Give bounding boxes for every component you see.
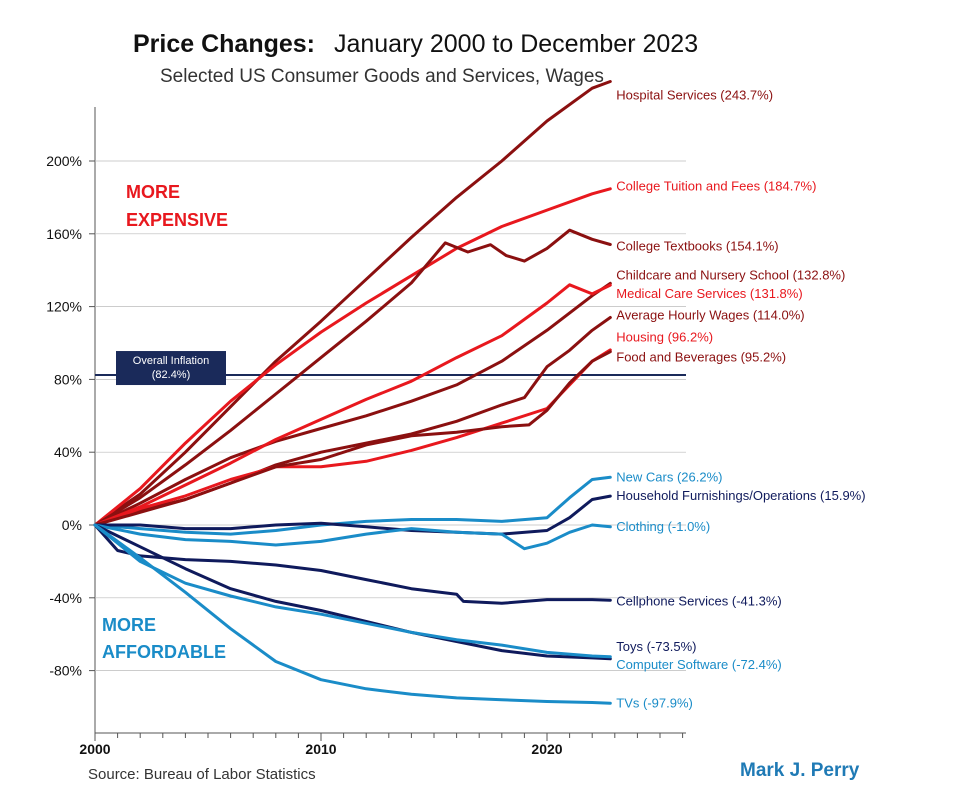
y-tick-label: -80% bbox=[49, 663, 82, 679]
series-line-13 bbox=[93, 523, 612, 659]
series-line-0 bbox=[93, 80, 612, 527]
y-tick-label: 160% bbox=[46, 226, 82, 242]
series-label-14: TVs (-97.9%) bbox=[616, 695, 693, 710]
chart-title-bold: Price Changes: bbox=[133, 30, 315, 58]
series-line-11 bbox=[93, 523, 612, 605]
series-label-0: Hospital Services (243.7%) bbox=[616, 87, 773, 102]
series-line-12 bbox=[93, 523, 612, 661]
overall-inflation-box-bg bbox=[116, 351, 226, 386]
series-label-11: Cellphone Services (-41.3%) bbox=[616, 593, 781, 608]
series-line-1 bbox=[93, 187, 612, 527]
y-tick-label: 40% bbox=[54, 444, 82, 460]
series-line-2 bbox=[93, 228, 612, 527]
x-tick-label: 2010 bbox=[305, 741, 336, 757]
y-axis-ticks: 200% 160% 120% 80% 40% 0% -40% -80% bbox=[46, 153, 686, 679]
series-lines bbox=[93, 80, 612, 705]
series-label-4: Medical Care Services (131.8%) bbox=[616, 286, 802, 301]
series-label-8: New Cars (26.2%) bbox=[616, 470, 722, 485]
series-line-10 bbox=[93, 523, 612, 551]
series-label-2: College Textbooks (154.1%) bbox=[616, 239, 778, 254]
series-label-9: Household Furnishings/Operations (15.9%) bbox=[616, 488, 865, 503]
overall-inflation-value: (82.4%) bbox=[152, 369, 191, 381]
x-tick-label: 2000 bbox=[79, 741, 110, 757]
chart-subtitle: Selected US Consumer Goods and Services,… bbox=[160, 66, 604, 87]
more-affordable-line-1: MORE bbox=[102, 615, 156, 635]
series-line-7 bbox=[93, 350, 612, 527]
y-tick-label: 80% bbox=[54, 371, 82, 387]
overall-inflation-box: Overall Inflation (82.4%) bbox=[116, 351, 226, 386]
series-label-6: Housing (96.2%) bbox=[616, 330, 713, 345]
y-tick-label: 200% bbox=[46, 153, 82, 169]
overall-inflation-label: Overall Inflation bbox=[133, 355, 209, 367]
series-label-13: Computer Software (-72.4%) bbox=[616, 657, 781, 672]
source-note: Source: Bureau of Labor Statistics bbox=[88, 766, 316, 783]
author-credit: Mark J. Perry bbox=[740, 760, 860, 781]
series-label-5: Average Hourly Wages (114.0%) bbox=[616, 308, 804, 323]
x-tick-label: 2020 bbox=[531, 741, 562, 757]
series-label-3: Childcare and Nursery School (132.8%) bbox=[616, 268, 845, 283]
y-tick-label: -40% bbox=[49, 590, 82, 606]
chart-title-rest: January 2000 to December 2023 bbox=[334, 30, 698, 58]
more-expensive-line-2: EXPENSIVE bbox=[126, 210, 228, 230]
series-label-7: Food and Beverages (95.2%) bbox=[616, 350, 786, 365]
series-line-14 bbox=[93, 523, 612, 705]
series-line-3 bbox=[93, 281, 612, 527]
more-affordable-line-2: AFFORDABLE bbox=[102, 642, 226, 662]
series-labels: Hospital Services (243.7%) College Tuitio… bbox=[616, 87, 865, 710]
series-label-12: Toys (-73.5%) bbox=[616, 639, 696, 654]
series-line-9 bbox=[93, 494, 612, 536]
series-label-10: Clothing (-1.0%) bbox=[616, 519, 710, 534]
series-line-8 bbox=[93, 475, 612, 536]
more-expensive-line-1: MORE bbox=[126, 182, 180, 202]
y-tick-label: 120% bbox=[46, 299, 82, 315]
series-line-4 bbox=[93, 283, 612, 527]
y-tick-label: 0% bbox=[62, 517, 82, 533]
x-axis-ticks: 2000 2010 2020 bbox=[79, 733, 684, 757]
series-label-1: College Tuition and Fees (184.7%) bbox=[616, 178, 816, 193]
chart-title: Price Changes: January 2000 to December … bbox=[133, 30, 698, 58]
